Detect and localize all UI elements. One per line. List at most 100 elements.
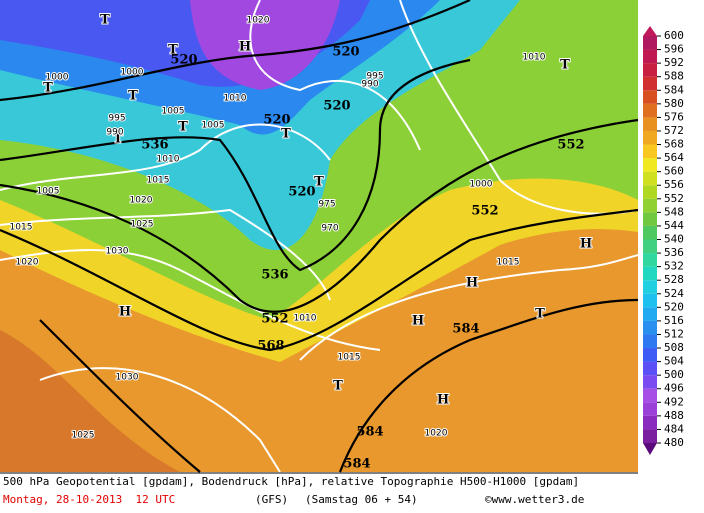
map-label: 536 — [261, 268, 288, 283]
map-label: T — [333, 379, 343, 394]
map-label: 1030 — [106, 247, 129, 257]
map-area — [0, 330, 180, 472]
map-label: T — [178, 120, 188, 135]
map-label: 1010 — [294, 314, 317, 324]
colorbar-bin — [643, 415, 657, 430]
colorbar-bin — [643, 117, 657, 131]
colorbar-label: 552 — [664, 192, 684, 205]
colorbar-label: 596 — [664, 43, 684, 56]
colorbar-label: 564 — [664, 151, 684, 164]
colorbar-bin — [643, 144, 657, 159]
colorbar-label: 524 — [664, 287, 684, 300]
colorbar-label: 592 — [664, 56, 684, 69]
colorbar-bin — [643, 280, 657, 294]
map-label: T — [535, 307, 545, 322]
colorbar-label: 576 — [664, 110, 684, 123]
map-label: 1015 — [497, 258, 520, 268]
colorbar-label: 548 — [664, 205, 684, 218]
colorbar-label: 536 — [664, 246, 684, 259]
colorbar-bin — [643, 320, 657, 335]
colorbar-bin — [643, 130, 657, 145]
map-label: 520 — [332, 45, 359, 60]
colorbar-bin — [643, 402, 657, 416]
colorbar-label: 492 — [664, 395, 684, 408]
map-label: T — [281, 127, 291, 142]
map-label: 520 — [323, 99, 350, 114]
colorbar-bin — [643, 253, 657, 267]
map-label: 1000 — [121, 68, 144, 78]
map-label: 1030 — [116, 373, 139, 383]
date: Montag, 28-10-2013 12 UTC — [3, 493, 175, 506]
map-label: T — [128, 89, 138, 104]
map-label: 990 — [361, 80, 378, 90]
map-label: 584 — [343, 457, 370, 472]
colorbar-label: 556 — [664, 178, 684, 191]
map-label: 1025 — [131, 220, 154, 230]
map-label: 1005 — [162, 107, 185, 117]
colorbar-bin — [643, 185, 657, 199]
colorbar-bin — [643, 158, 657, 172]
colorbar-bin — [643, 225, 657, 240]
colorbar-bin — [643, 171, 657, 186]
map-label: T — [43, 81, 53, 96]
source: ©www.wetter3.de — [485, 493, 584, 506]
colorbar-bin — [643, 361, 657, 376]
map-label: 1015 — [338, 353, 361, 363]
map-label: 1000 — [470, 180, 493, 190]
map-label: 520 — [170, 53, 197, 68]
colorbar-label: 588 — [664, 70, 684, 83]
colorbar-label: 484 — [664, 422, 684, 435]
map-label: 536 — [141, 138, 168, 153]
colorbar-label: 528 — [664, 273, 684, 286]
map-label: 970 — [321, 224, 338, 234]
colorbar-label: 504 — [664, 355, 684, 368]
map-label: 520 — [288, 185, 315, 200]
map-label: 1020 — [425, 429, 448, 439]
colorbar-bin — [643, 293, 657, 308]
map-label: 552 — [471, 204, 498, 219]
colorbar-label: 544 — [664, 219, 684, 232]
colorbar-bin — [643, 375, 657, 389]
colorbar-label: 488 — [664, 409, 684, 422]
colorbar-bin — [643, 212, 657, 226]
colorbar-bin — [643, 348, 657, 362]
map-label: 520 — [263, 113, 290, 128]
colorbar-bin — [643, 76, 657, 91]
map-label: 1010 — [523, 53, 546, 63]
map-label: 1015 — [147, 176, 170, 186]
forecast: (Samstag 06 + 54) — [305, 493, 418, 506]
colorbar-bin — [643, 239, 657, 254]
colorbar-label: 568 — [664, 138, 684, 151]
colorbar-label: 560 — [664, 165, 684, 178]
map-label: 990 — [106, 128, 123, 138]
map-label: 1010 — [224, 94, 247, 104]
map-label: 975 — [318, 200, 335, 210]
geopotential-contours — [0, 0, 639, 473]
map-label: H — [580, 237, 592, 252]
colorbar-label: 580 — [664, 97, 684, 110]
colorbar-label: 520 — [664, 300, 684, 313]
colorbar-arrow — [643, 443, 657, 455]
colorbar-label: 512 — [664, 327, 684, 340]
colorbar-bin — [643, 49, 657, 64]
map-label: 1020 — [130, 196, 153, 206]
map-area — [190, 0, 340, 90]
map-label: T — [560, 58, 570, 73]
colorbar-label: 572 — [664, 124, 684, 137]
colorbar-label: 480 — [664, 436, 684, 449]
colorbar-label: 516 — [664, 314, 684, 327]
map-label: T — [314, 175, 324, 190]
colorbar-bin — [643, 429, 657, 443]
map-label: 1015 — [10, 223, 33, 233]
colorbar-label: 532 — [664, 260, 684, 273]
map-label: 1010 — [157, 155, 180, 165]
model: (GFS) — [255, 493, 288, 506]
map-label: T — [113, 132, 123, 147]
map-label: T — [100, 13, 110, 28]
map-label: 552 — [557, 138, 584, 153]
colorbar-bin — [643, 198, 657, 213]
colorbar-bin — [643, 334, 657, 349]
